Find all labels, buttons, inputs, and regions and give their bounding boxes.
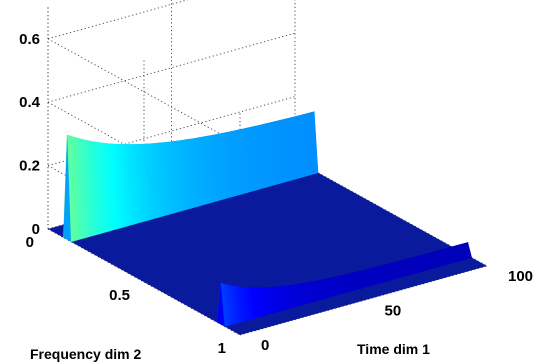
z-tick-label: 0.6: [19, 31, 40, 48]
ridge-2-front: [217, 283, 225, 327]
ridge-2: [216, 242, 472, 327]
y-axis-label: Frequency dim 2: [30, 346, 141, 362]
x-gridline-floor: [47, 228, 241, 336]
x-tick-label: 100: [508, 268, 533, 285]
ridge-1-front: [63, 135, 71, 242]
z-tick-label: 0: [32, 221, 40, 238]
z-gridline-left: [47, 38, 241, 146]
ridge-1: [63, 111, 319, 243]
y-tick-label: 1: [218, 340, 226, 357]
tick-labels: 0 0.2 0.4 0.6 0 0.5 1 0 50 100: [19, 31, 533, 357]
z-tick-label: 0.2: [19, 158, 40, 175]
x-axis-label: Time dim 1: [357, 341, 430, 357]
surface: [48, 111, 487, 335]
z-tick-label: 0.4: [19, 94, 41, 111]
z-gridline-back: [47, 0, 189, 40]
x-tick-label: 0: [261, 337, 269, 354]
y-tick-label: 0.5: [109, 287, 130, 304]
y-tick-label: 0: [26, 234, 34, 251]
x-tick-label: 50: [385, 303, 402, 320]
z-gridline-back: [47, 32, 296, 103]
